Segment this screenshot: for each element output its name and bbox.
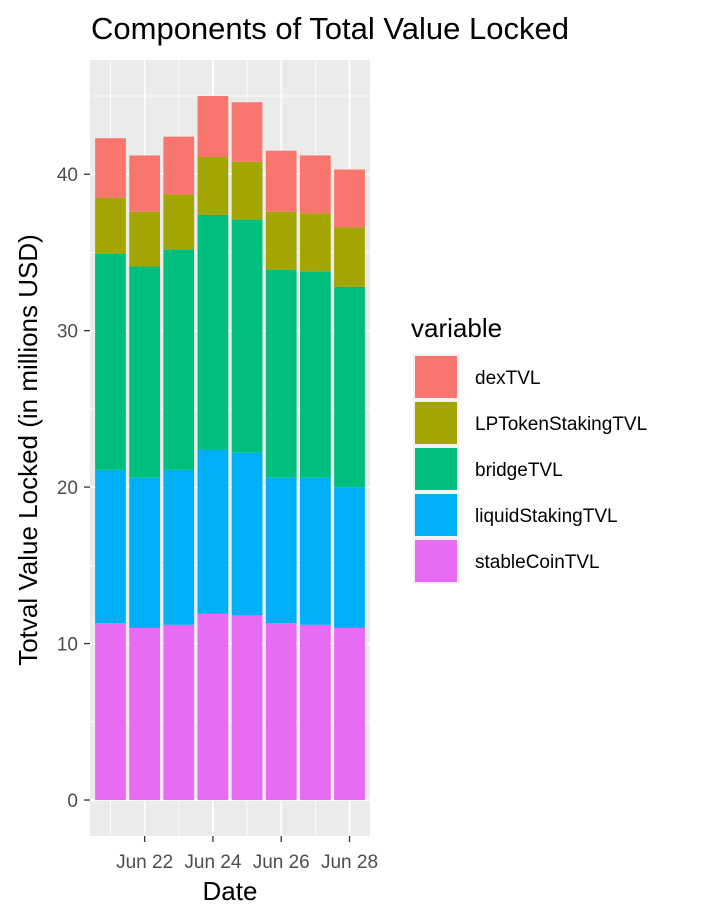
legend-label-bridgeTVL: bridgeTVL [475,460,563,481]
bar-segment-stableCoinTVL [265,623,297,801]
legend-label-LPTokenStakingTVL: LPTokenStakingTVL [475,414,647,435]
legend: variable dexTVL LPTokenStakingTVL bridgeTV… [411,313,647,584]
bar-segment-bridgeTVL [163,249,195,470]
legend-swatch-stableCoinTVL [415,540,457,582]
bar-segment-liquidStakingTVL [300,477,331,625]
y-tick-label: 0 [67,791,78,812]
bar-segment-dexTVL [197,95,229,157]
bar-segment-dexTVL [334,169,365,228]
bar-segment-stableCoinTVL [163,624,195,801]
bar-segment-liquidStakingTVL [231,452,263,616]
bar-segment-dexTVL [300,155,331,214]
bar-segment-bridgeTVL [265,269,297,478]
legend-label-liquidStakingTVL: liquidStakingTVL [475,506,618,527]
bar-segment-LPTokenStakingTVL [163,194,195,250]
x-tick-label: Jun 22 [116,852,173,873]
y-tick-label: 30 [57,322,78,343]
bar-segment-bridgeTVL [95,254,126,470]
x-tick-label: Jun 24 [184,852,241,873]
bar-segment-liquidStakingTVL [163,469,195,625]
legend-label-stableCoinTVL: stableCoinTVL [475,552,600,573]
legend-label-dexTVL: dexTVL [475,368,540,389]
bar-segment-stableCoinTVL [197,613,229,801]
bars [95,95,365,801]
bar-segment-LPTokenStakingTVL [231,161,263,220]
bar-segment-LPTokenStakingTVL [197,157,229,215]
bar-segment-dexTVL [95,138,126,198]
plot-panel [90,60,370,836]
legend-swatch-liquidStakingTVL [415,494,457,536]
bar-segment-liquidStakingTVL [197,449,229,614]
chart-title: Components of Total Value Locked [91,11,569,46]
bar-segment-liquidStakingTVL [95,469,126,624]
x-tick-label: Jun 28 [321,852,378,873]
legend-items: dexTVL LPTokenStakingTVL bridgeTVL liquidSt… [413,354,647,584]
legend-swatch-bridgeTVL [415,448,457,490]
bar-segment-LPTokenStakingTVL [95,197,126,254]
y-tick-label: 40 [57,165,78,186]
bar-segment-dexTVL [231,102,263,162]
bar-segment-dexTVL [163,136,195,195]
bar-segment-stableCoinTVL [300,624,331,801]
x-axis-title: Date [203,876,258,906]
bar-segment-LPTokenStakingTVL [300,213,331,272]
x-axis: Jun 22 Jun 24 Jun 26 Jun 28 [116,836,378,873]
bar-segment-bridgeTVL [197,214,229,450]
legend-title: variable [411,313,502,343]
y-axis: 0 10 20 30 40 [57,165,90,812]
bar-segment-stableCoinTVL [129,627,160,801]
bar-segment-stableCoinTVL [95,623,126,801]
bar-segment-stableCoinTVL [334,627,365,801]
legend-swatch-dexTVL [415,356,457,398]
bar-segment-bridgeTVL [334,286,365,488]
bar-segment-bridgeTVL [300,271,331,478]
x-tick-label: Jun 26 [253,852,310,873]
legend-swatch-LPTokenStakingTVL [415,402,457,444]
bar-segment-liquidStakingTVL [334,487,365,628]
bar-segment-liquidStakingTVL [265,477,297,624]
bar-segment-stableCoinTVL [231,615,263,801]
y-axis-title: Totval Value Locked (in millions USD) [13,234,43,666]
bar-segment-LPTokenStakingTVL [129,211,160,267]
bar-segment-bridgeTVL [129,266,160,478]
bar-segment-dexTVL [129,155,160,212]
bar-segment-bridgeTVL [231,219,263,453]
y-tick-label: 10 [57,635,78,656]
bar-segment-LPTokenStakingTVL [265,211,297,270]
bar-segment-LPTokenStakingTVL [334,227,365,287]
bar-segment-liquidStakingTVL [129,477,160,628]
bar-segment-dexTVL [265,150,297,212]
y-tick-label: 20 [57,478,78,499]
